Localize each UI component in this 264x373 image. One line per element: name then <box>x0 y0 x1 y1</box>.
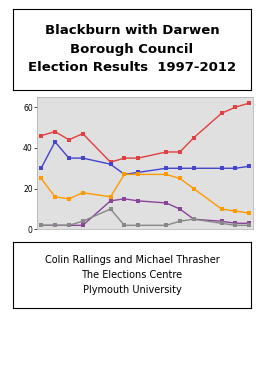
Text: Blackburn with Darwen
Borough Council
Election Results  1997-2012: Blackburn with Darwen Borough Council El… <box>28 24 236 75</box>
Text: Colin Rallings and Michael Thrasher
The Elections Centre
Plymouth University: Colin Rallings and Michael Thrasher The … <box>45 255 219 295</box>
